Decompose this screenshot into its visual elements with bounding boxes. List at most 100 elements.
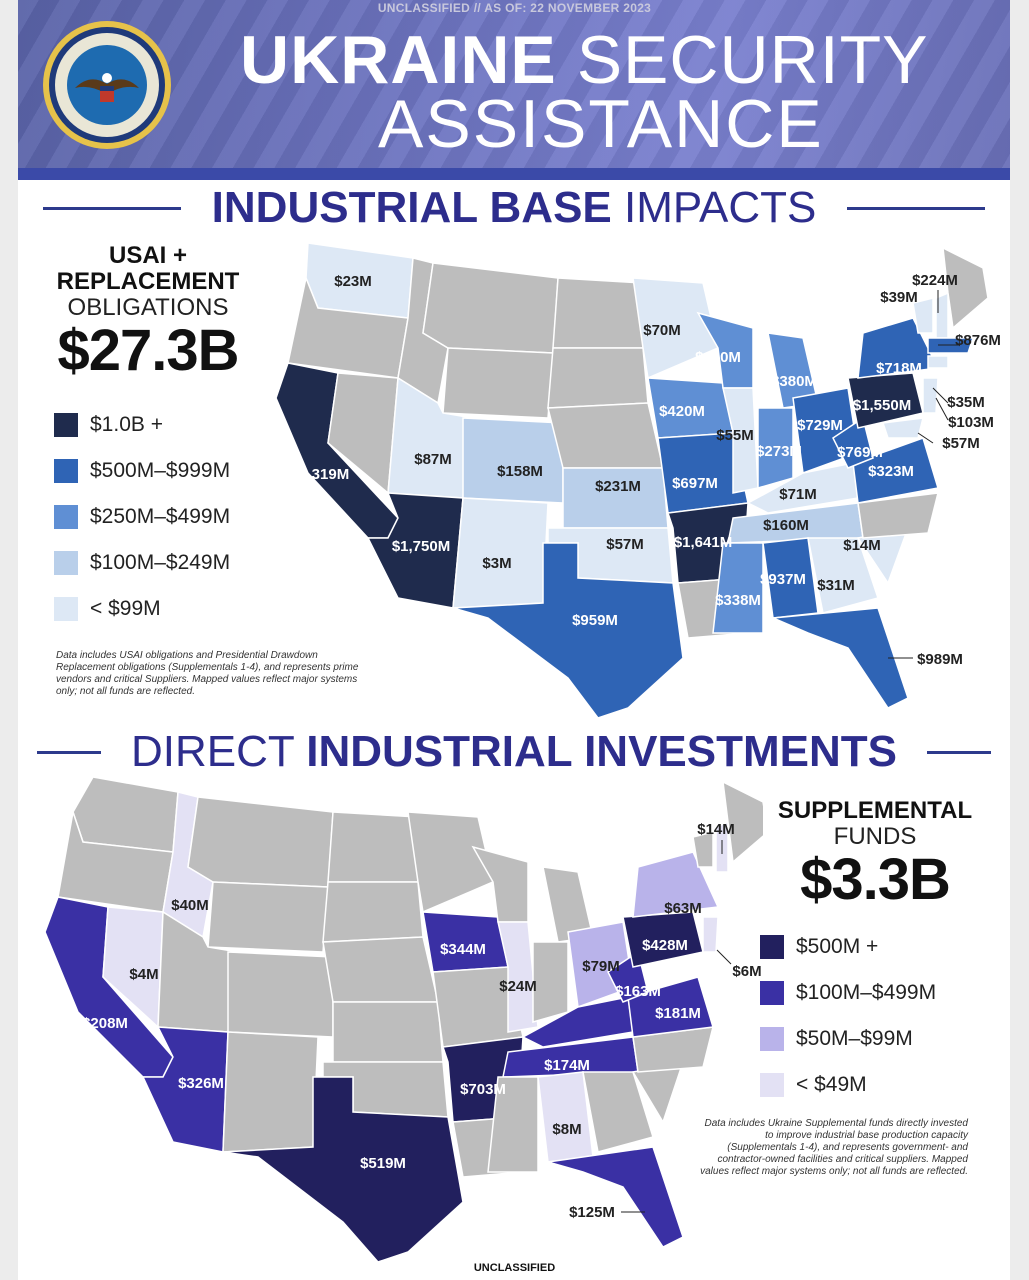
section1-legend-label: < $99M bbox=[90, 597, 161, 620]
value-label-id: $40M bbox=[171, 897, 209, 914]
value-label-tx: $519M bbox=[360, 1155, 406, 1172]
state-wa bbox=[72, 776, 179, 853]
value-label-ca: $1,319M bbox=[291, 466, 349, 483]
value-label-ia: $344M bbox=[440, 941, 486, 958]
state-mn bbox=[407, 811, 494, 914]
state-ne bbox=[322, 936, 439, 1003]
state-md bbox=[881, 417, 924, 439]
state-va bbox=[852, 437, 939, 504]
section1-legend-swatch bbox=[54, 551, 78, 575]
section2-legend-swatch bbox=[760, 935, 784, 959]
value-label-tn: $174M bbox=[544, 1057, 590, 1074]
value-label-co: $158M bbox=[497, 463, 543, 480]
value-label-ut: $87M bbox=[414, 451, 452, 468]
state-nc bbox=[857, 492, 939, 539]
section2-heading-text: DIRECT INDUSTRIAL INVESTMENTS bbox=[131, 727, 897, 777]
value-label-wi: $460M bbox=[695, 349, 741, 366]
state-ny bbox=[632, 851, 720, 918]
section2-note: Data includes Ukraine Supplemental funds… bbox=[700, 1118, 968, 1177]
section2-legend-label: < $49M bbox=[796, 1073, 867, 1096]
value-label-ct: $35M bbox=[947, 394, 985, 411]
label-leader-line bbox=[935, 397, 949, 421]
value-label-pa: $1,550M bbox=[853, 397, 911, 414]
value-label-az: $1,750M bbox=[392, 538, 450, 555]
value-label-in: $273M bbox=[756, 443, 802, 460]
value-label-mi: $380M bbox=[771, 373, 817, 390]
value-label-tn: $160M bbox=[763, 517, 809, 534]
value-label-il: $24M bbox=[499, 978, 537, 995]
dod-seal-icon bbox=[43, 21, 171, 149]
value-label-ms: $338M bbox=[715, 592, 761, 609]
infographic-page: UKRAINE SECURITY ASSISTANCE INDUSTRIAL B… bbox=[18, 0, 1010, 1280]
section2-legend-item: < $49M bbox=[760, 1072, 867, 1098]
state-nj bbox=[702, 916, 719, 953]
state-nj bbox=[922, 377, 939, 414]
heading-rule-right bbox=[846, 206, 985, 210]
value-label-me: $224M bbox=[912, 272, 958, 289]
label-leader-line bbox=[716, 949, 732, 965]
section1-heading-text: INDUSTRIAL BASE IMPACTS bbox=[212, 183, 817, 233]
section1-legend-item: $1.0B + bbox=[54, 412, 163, 438]
state-sd bbox=[322, 881, 424, 943]
value-label-nv: $4M bbox=[129, 966, 158, 983]
value-label-ma: $876M bbox=[955, 332, 1001, 349]
value-label-ar: $703M bbox=[460, 1081, 506, 1098]
value-label-nm: $3M bbox=[482, 555, 511, 572]
label-leader-line bbox=[932, 387, 949, 404]
value-label-ga: $31M bbox=[817, 577, 855, 594]
value-label-ny: $718M bbox=[876, 360, 922, 377]
section1-legend-label: $500M–$999M bbox=[90, 459, 231, 482]
value-label-ks: $231M bbox=[595, 478, 641, 495]
section1-legend-title: USAI + REPLACEMENT OBLIGATIONS $27.3B bbox=[48, 243, 248, 381]
title-light-1: SECURITY bbox=[576, 22, 929, 98]
industrial-base-map: $23M $1,319M $1,750M $87M $158M $3M $959M $231M… bbox=[275, 242, 1001, 719]
section2-heading: DIRECT INDUSTRIAL INVESTMENTS bbox=[18, 727, 1010, 777]
section2-legend-swatch bbox=[760, 981, 784, 1005]
value-label-ky: $71M bbox=[779, 486, 817, 503]
value-label-ky: $163M bbox=[615, 983, 661, 1000]
state-nd bbox=[327, 811, 419, 883]
state-me bbox=[942, 246, 989, 330]
value-label-ny: $63M bbox=[664, 900, 702, 917]
value-label-ca: $208M bbox=[82, 1015, 128, 1032]
state-co bbox=[227, 951, 334, 1038]
value-label-tx: $959M bbox=[572, 612, 618, 629]
section2-legend-title: SUPPLEMENTAL FUNDS $3.3B bbox=[770, 798, 980, 910]
value-label-va: $181M bbox=[655, 1005, 701, 1022]
legend-total: $27.3B bbox=[57, 318, 239, 383]
section1-legend-item: $100M–$249M bbox=[54, 550, 230, 576]
section1-legend-label: $1.0B + bbox=[90, 413, 163, 436]
direct-investments-map: $40M $4M $208M $326M $519M $344M $24M $703M $8M $… bbox=[44, 776, 763, 1263]
section1-legend-label: $250M–$499M bbox=[90, 505, 231, 528]
section2-legend-swatch bbox=[760, 1073, 784, 1097]
value-label-wv: $769M bbox=[837, 444, 883, 461]
section2-legend-label: $500M + bbox=[796, 935, 879, 958]
state-ks bbox=[562, 467, 669, 529]
section2-legend-label: $100M–$499M bbox=[796, 981, 937, 1004]
state-wy bbox=[207, 881, 329, 953]
state-mn bbox=[632, 277, 719, 380]
title-line-2: ASSISTANCE bbox=[378, 86, 824, 162]
state-mt bbox=[187, 796, 334, 888]
value-label-mo: $697M bbox=[672, 475, 718, 492]
value-label-ia: $420M bbox=[659, 403, 705, 420]
header-banner bbox=[18, 0, 1010, 172]
state-ms bbox=[712, 542, 764, 634]
state-va bbox=[627, 976, 714, 1038]
section1-legend-item: $500M–$999M bbox=[54, 458, 230, 484]
value-label-ar: $1,641M bbox=[674, 534, 732, 551]
section1-legend-item: $250M–$499M bbox=[54, 504, 230, 530]
state-ne bbox=[547, 402, 664, 469]
section1-heading-light: IMPACTS bbox=[624, 183, 817, 232]
section1-legend-swatch bbox=[54, 413, 78, 437]
section1-heading-bold: INDUSTRIAL BASE bbox=[211, 183, 612, 232]
section1-legend-swatch bbox=[54, 505, 78, 529]
section2-legend-item: $50M–$99M bbox=[760, 1026, 913, 1052]
value-label-va: $323M bbox=[868, 463, 914, 480]
state-il bbox=[722, 387, 759, 494]
state-wy bbox=[442, 347, 554, 419]
state-ga bbox=[582, 1071, 654, 1153]
label-leader-line bbox=[917, 432, 934, 444]
value-label-mn: $70M bbox=[643, 322, 681, 339]
state-tx bbox=[452, 542, 684, 719]
